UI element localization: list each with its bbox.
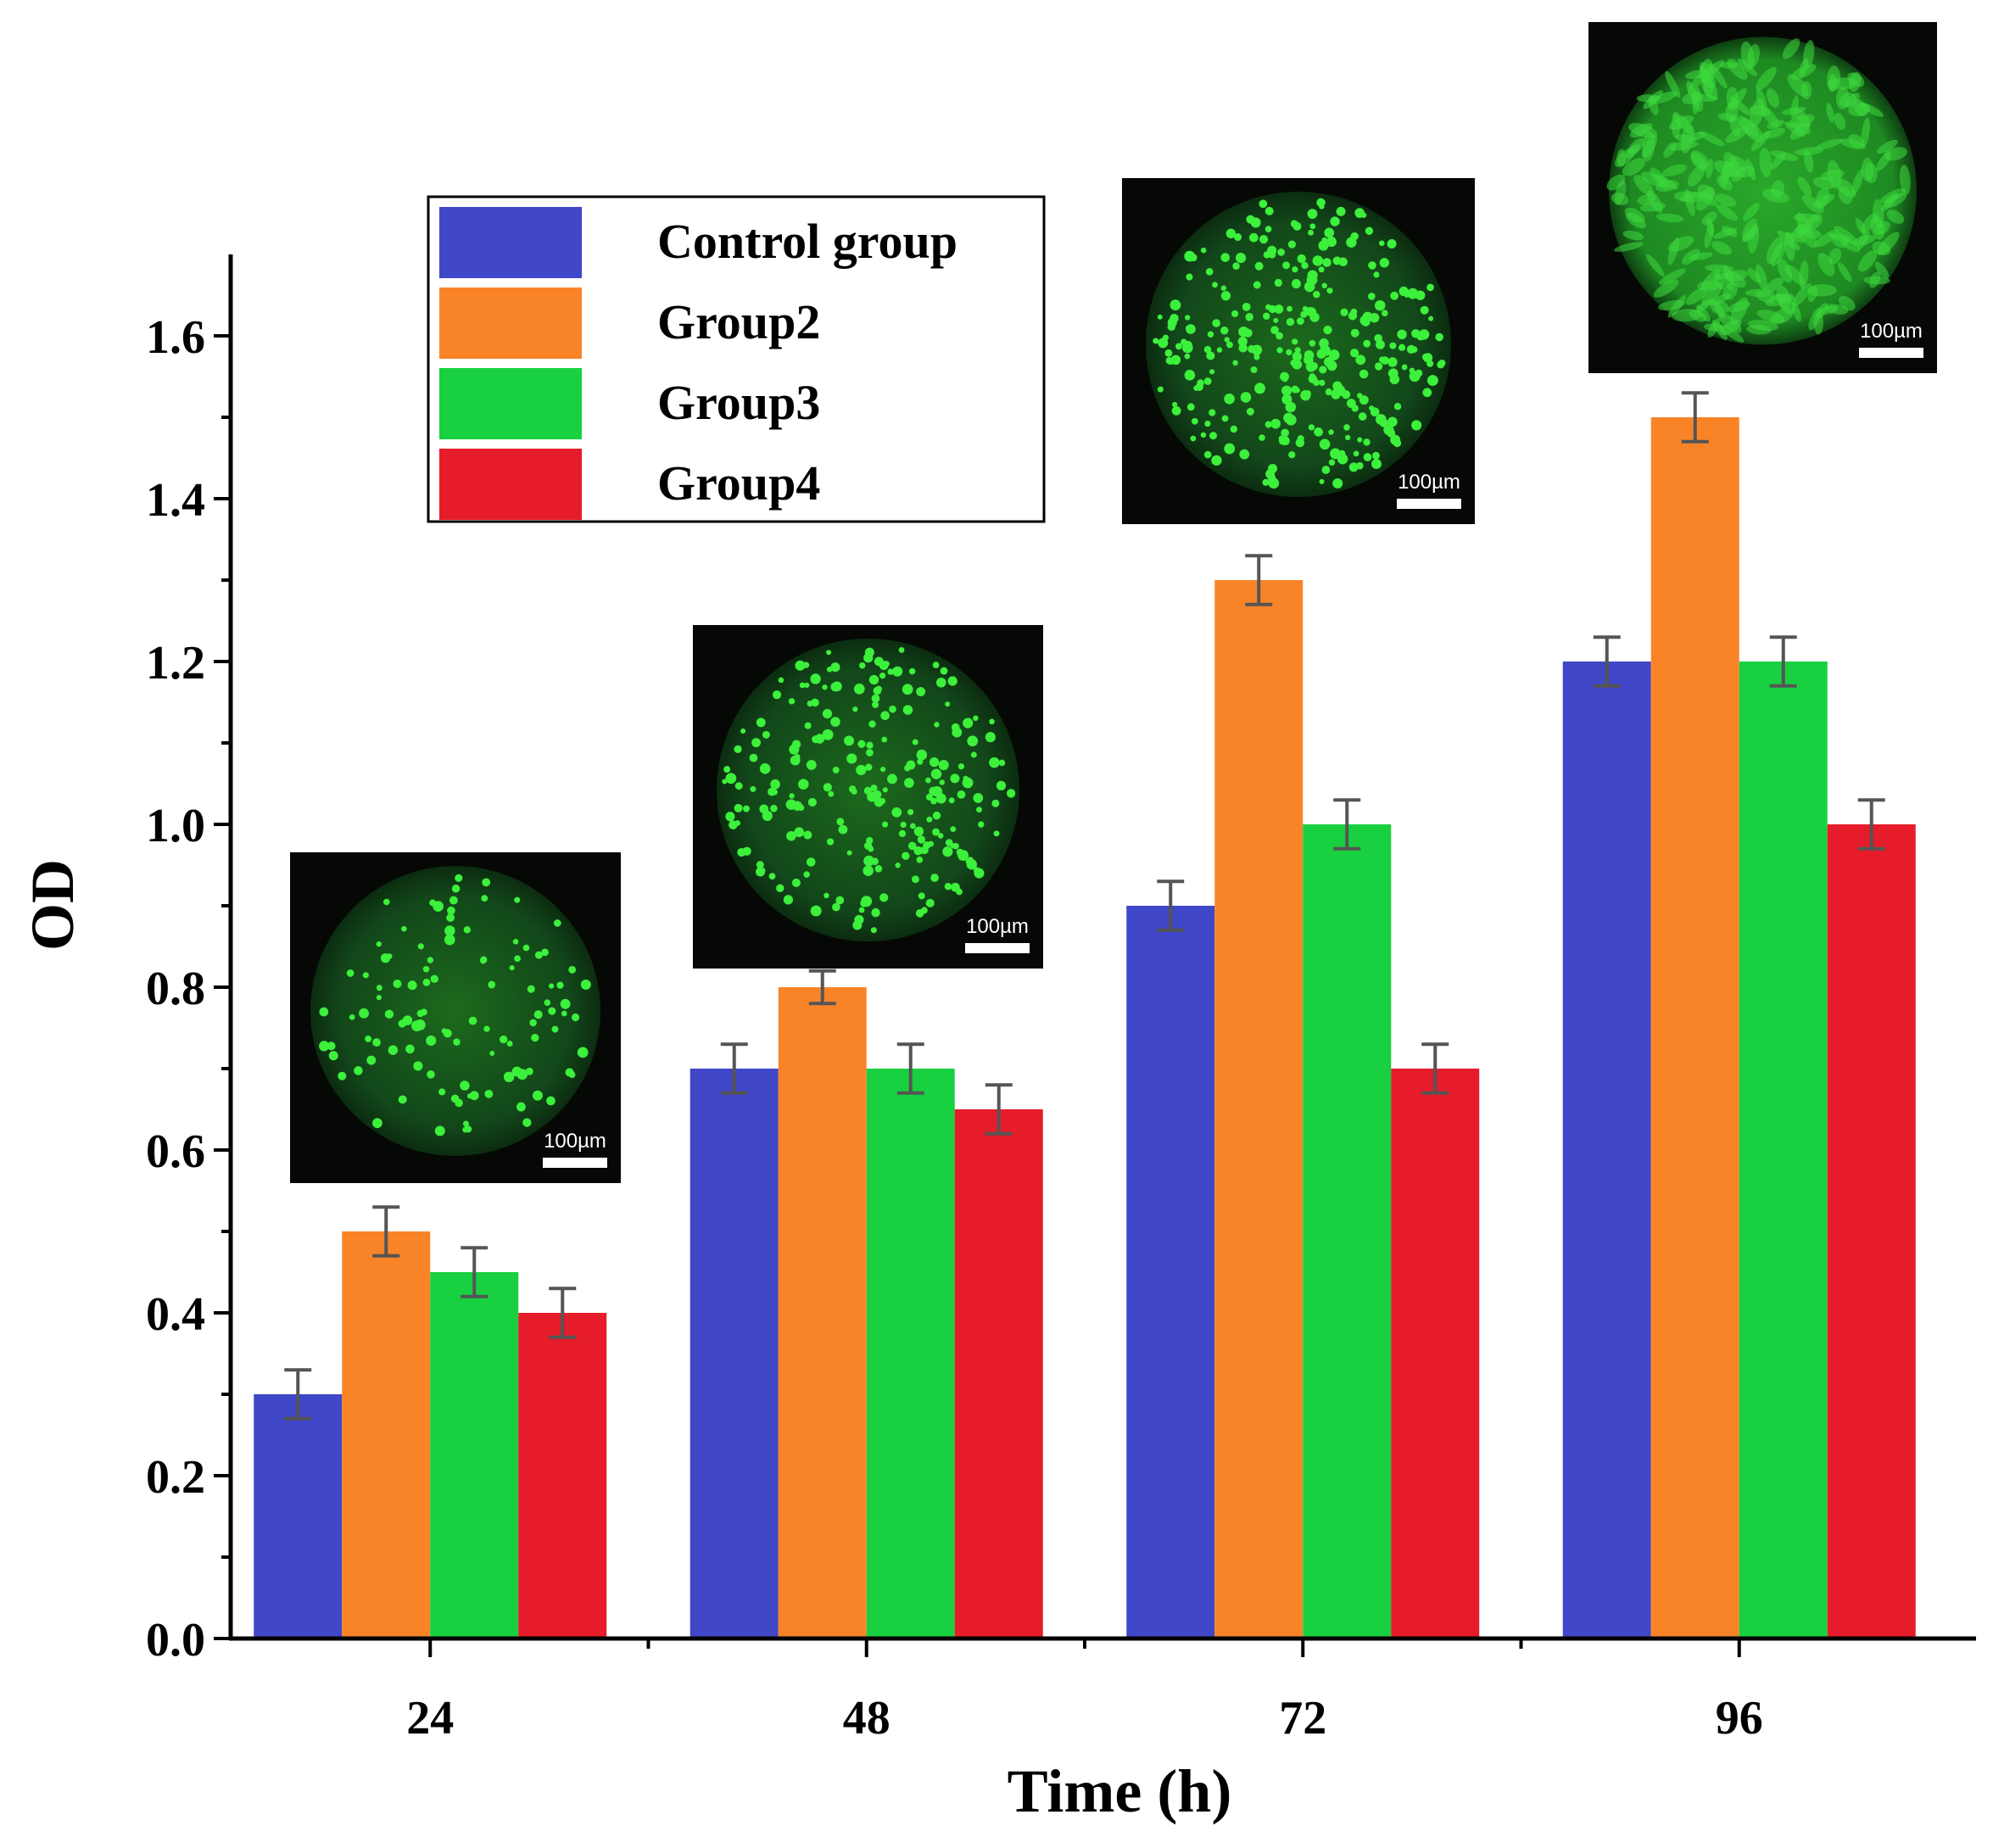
error-bar-control-group-96 xyxy=(1593,635,1621,688)
legend-item-group3: Group3 xyxy=(439,368,820,439)
error-bar-group2-48 xyxy=(808,969,836,1006)
bar-group4-96 xyxy=(1827,824,1916,1639)
legend-label: Control group xyxy=(657,214,957,269)
legend-swatch xyxy=(439,207,582,278)
scale-bar xyxy=(965,943,1030,953)
bar-group2-24 xyxy=(342,1231,431,1639)
error-bar-group3-24 xyxy=(461,1246,488,1298)
y-tick-label-0.2: 0.2 xyxy=(146,1451,205,1504)
scale-bar-label: 100µm xyxy=(544,1130,606,1153)
legend-item-group4: Group4 xyxy=(439,449,820,520)
scale-bar-label: 100µm xyxy=(966,915,1029,938)
error-bar-group2-72 xyxy=(1245,554,1273,606)
error-bar-group3-96 xyxy=(1769,635,1797,688)
y-tick-label-0.0: 0.0 xyxy=(146,1614,205,1667)
legend-label: Group2 xyxy=(657,294,820,349)
legend-swatch xyxy=(439,288,582,359)
bar-group4-24 xyxy=(518,1313,607,1639)
y-tick-label-1.4: 1.4 xyxy=(146,474,205,527)
bar-control-group-48 xyxy=(689,1069,779,1639)
bar-group3-72 xyxy=(1303,824,1392,1639)
bar-control-group-24 xyxy=(254,1394,343,1639)
bar-group4-48 xyxy=(954,1109,1043,1639)
y-tick-label-0.4: 0.4 xyxy=(146,1288,205,1341)
scale-bar xyxy=(1397,499,1461,509)
error-bar-control-group-24 xyxy=(284,1368,312,1421)
y-tick-label-0.8: 0.8 xyxy=(146,963,205,1015)
y-tick-label-0.6: 0.6 xyxy=(146,1125,205,1178)
bar-group2-96 xyxy=(1650,417,1739,1639)
error-bar-control-group-72 xyxy=(1157,879,1185,932)
error-bar-group3-72 xyxy=(1333,798,1361,851)
error-bar-group4-24 xyxy=(549,1287,577,1339)
bar-group2-48 xyxy=(778,987,867,1639)
legend-swatch xyxy=(439,368,582,439)
scale-bar xyxy=(1859,348,1923,358)
scale-bar xyxy=(543,1158,607,1168)
bar-control-group-96 xyxy=(1562,662,1651,1639)
y-axis-title: OD xyxy=(19,859,87,951)
bar-group2-72 xyxy=(1214,580,1304,1639)
error-bar-group2-24 xyxy=(372,1205,400,1258)
scale-bar-label: 100µm xyxy=(1860,320,1923,343)
x-axis-title: Time (h) xyxy=(1008,1757,1232,1825)
y-tick-label-1.6: 1.6 xyxy=(146,311,205,364)
x-tick-label-72: 72 xyxy=(1279,1692,1326,1745)
bar-group3-24 xyxy=(430,1272,519,1639)
scale-bar-label: 100µm xyxy=(1398,471,1460,494)
x-tick-label-48: 48 xyxy=(843,1692,890,1745)
legend-swatch xyxy=(439,449,582,520)
bar-group4-72 xyxy=(1391,1069,1480,1639)
bar-control-group-72 xyxy=(1126,906,1215,1639)
y-tick-label-1.0: 1.0 xyxy=(146,800,205,852)
bar-group3-48 xyxy=(866,1069,955,1639)
legend-label: Group4 xyxy=(657,455,820,511)
error-bar-group3-48 xyxy=(896,1042,924,1095)
error-bar-group4-96 xyxy=(1857,798,1885,851)
legend-label: Group3 xyxy=(657,375,820,430)
micrograph-inset-72: 100µm xyxy=(1122,178,1475,524)
error-bar-group2-96 xyxy=(1681,391,1709,444)
micrograph-inset-48: 100µm xyxy=(693,625,1043,969)
y-tick-label-1.2: 1.2 xyxy=(146,637,205,690)
x-tick-label-96: 96 xyxy=(1716,1692,1763,1745)
micrograph-inset-24: 100µm xyxy=(290,852,621,1183)
error-bar-group4-48 xyxy=(985,1083,1013,1136)
legend-item-control-group: Control group xyxy=(439,207,957,278)
legend-item-group2: Group2 xyxy=(439,288,820,359)
bar-group3-96 xyxy=(1739,662,1828,1639)
x-tick-label-24: 24 xyxy=(406,1692,454,1745)
micrograph-inset-96: 100µm xyxy=(1588,22,1937,373)
error-bar-group4-72 xyxy=(1421,1042,1449,1095)
error-bar-control-group-48 xyxy=(720,1042,748,1095)
